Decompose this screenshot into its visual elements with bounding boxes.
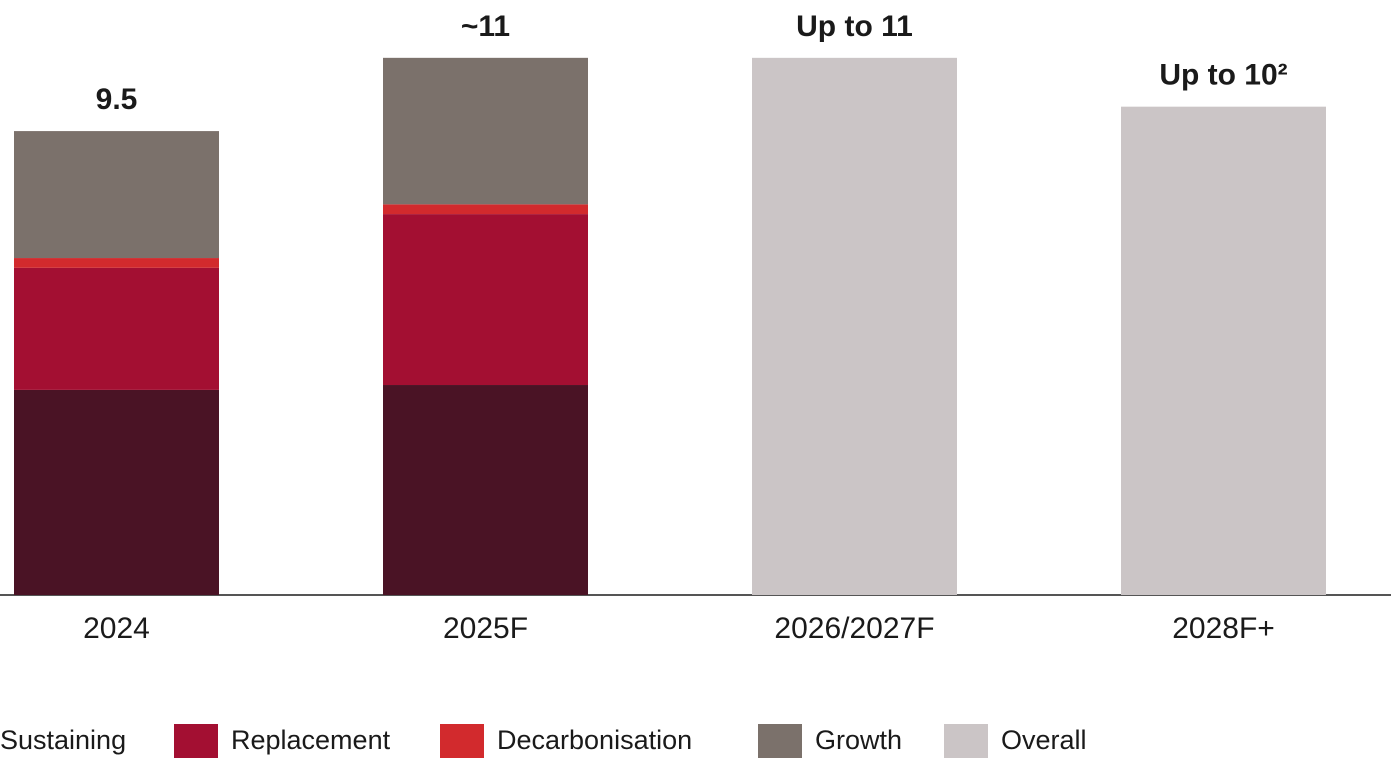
total-label: 9.5: [96, 83, 138, 116]
total-label: ~11: [461, 10, 510, 43]
bar-segment: [383, 214, 588, 386]
x-tick-label: 2026/2027F: [774, 612, 934, 645]
bar-segment: [752, 57, 957, 596]
legend-swatch: [174, 724, 218, 758]
legend-swatch: [944, 724, 988, 758]
bar-segment: [383, 204, 588, 215]
legend-label: Sustaining: [0, 725, 126, 755]
bar-segment: [14, 131, 219, 259]
total-label: Up to 11: [796, 10, 913, 43]
total-label: Up to 10²: [1159, 59, 1287, 92]
bar-segment: [1121, 106, 1326, 596]
x-tick-label: 2028F+: [1172, 612, 1275, 645]
legend-swatch: [758, 724, 802, 758]
legend-label: Overall: [1001, 725, 1087, 755]
legend-swatch: [440, 724, 484, 758]
bar-segment: [14, 389, 219, 595]
legend-label: Growth: [815, 725, 902, 755]
x-tick-label: 2024: [83, 612, 150, 645]
bar-segment: [383, 57, 588, 205]
bar-segment: [383, 385, 588, 595]
legend-label: Replacement: [231, 725, 391, 755]
bar-segment: [14, 258, 219, 268]
x-tick-label: 2025F: [443, 612, 528, 645]
legend-label: Decarbonisation: [497, 725, 692, 755]
bar-segment: [14, 267, 219, 390]
